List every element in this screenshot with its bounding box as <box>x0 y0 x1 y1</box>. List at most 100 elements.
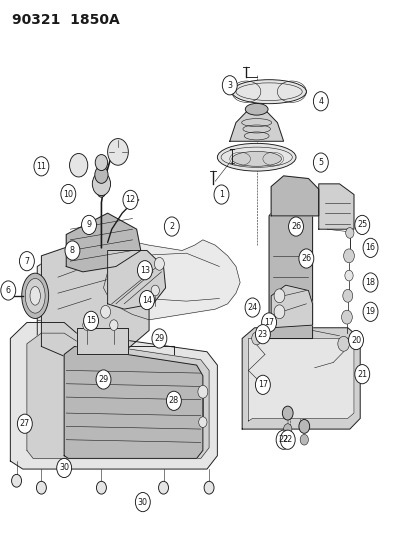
Circle shape <box>244 298 259 317</box>
Circle shape <box>273 289 284 303</box>
Text: 22: 22 <box>282 435 292 444</box>
Text: 7: 7 <box>24 257 29 265</box>
Ellipse shape <box>22 273 49 318</box>
Text: 25: 25 <box>356 221 366 229</box>
Text: 24: 24 <box>247 303 257 312</box>
Text: 9: 9 <box>86 221 91 229</box>
Polygon shape <box>37 256 54 373</box>
Circle shape <box>255 325 270 344</box>
Circle shape <box>166 391 181 410</box>
Circle shape <box>139 290 154 310</box>
Circle shape <box>197 385 207 398</box>
Circle shape <box>288 217 303 236</box>
Text: 22: 22 <box>278 435 288 444</box>
Circle shape <box>299 434 308 445</box>
Text: 30: 30 <box>59 464 69 472</box>
Circle shape <box>65 241 80 260</box>
Polygon shape <box>248 338 353 421</box>
Text: 2: 2 <box>169 222 174 231</box>
Circle shape <box>354 365 369 384</box>
Circle shape <box>151 285 159 296</box>
Text: 6: 6 <box>6 286 11 295</box>
Text: 29: 29 <box>98 375 108 384</box>
Circle shape <box>341 310 351 324</box>
Circle shape <box>1 281 16 300</box>
Text: 13: 13 <box>140 266 150 274</box>
Text: 5: 5 <box>318 158 323 167</box>
Polygon shape <box>271 285 312 328</box>
Text: 14: 14 <box>142 296 152 304</box>
Circle shape <box>342 289 352 302</box>
Circle shape <box>251 332 261 345</box>
Text: 16: 16 <box>365 244 375 252</box>
Circle shape <box>107 139 128 165</box>
Circle shape <box>362 238 377 257</box>
Circle shape <box>261 313 276 332</box>
Text: 4: 4 <box>318 97 323 106</box>
Circle shape <box>298 419 309 433</box>
Circle shape <box>313 153 328 172</box>
Text: 20: 20 <box>350 336 360 344</box>
Text: 17: 17 <box>263 318 273 327</box>
Circle shape <box>100 305 110 318</box>
Circle shape <box>214 185 228 204</box>
Circle shape <box>19 252 34 271</box>
Circle shape <box>95 166 108 183</box>
Circle shape <box>198 417 206 427</box>
Text: 12: 12 <box>125 196 135 204</box>
Ellipse shape <box>244 103 268 115</box>
Circle shape <box>61 184 76 204</box>
Polygon shape <box>318 184 353 229</box>
Text: 90321  1850A: 90321 1850A <box>12 13 120 27</box>
Polygon shape <box>66 213 140 272</box>
Circle shape <box>92 172 110 196</box>
Polygon shape <box>229 109 283 141</box>
Ellipse shape <box>231 80 306 104</box>
Text: 17: 17 <box>257 381 267 389</box>
Text: 26: 26 <box>290 222 300 231</box>
Circle shape <box>337 336 349 351</box>
Circle shape <box>137 261 152 280</box>
Circle shape <box>34 157 49 176</box>
Circle shape <box>283 424 291 434</box>
Circle shape <box>109 320 118 330</box>
Circle shape <box>275 430 290 449</box>
Circle shape <box>298 249 313 268</box>
Circle shape <box>222 76 237 95</box>
Circle shape <box>81 215 96 235</box>
Ellipse shape <box>231 151 281 166</box>
Circle shape <box>69 154 88 177</box>
Circle shape <box>354 215 369 235</box>
Polygon shape <box>10 322 217 469</box>
Text: 29: 29 <box>154 334 164 343</box>
Circle shape <box>164 217 179 236</box>
Polygon shape <box>107 251 165 309</box>
Text: 19: 19 <box>365 308 375 316</box>
Circle shape <box>96 370 111 389</box>
Polygon shape <box>27 333 209 458</box>
Polygon shape <box>271 176 318 216</box>
Polygon shape <box>37 346 173 384</box>
Text: 15: 15 <box>86 317 96 325</box>
Polygon shape <box>103 240 240 320</box>
Circle shape <box>83 320 91 330</box>
Circle shape <box>282 406 292 420</box>
Circle shape <box>97 187 105 197</box>
Circle shape <box>362 273 377 292</box>
Text: 18: 18 <box>365 278 375 287</box>
Circle shape <box>36 481 46 494</box>
Polygon shape <box>41 235 149 357</box>
Polygon shape <box>64 346 202 458</box>
Ellipse shape <box>30 287 40 305</box>
Text: 11: 11 <box>36 162 46 171</box>
Text: 23: 23 <box>257 330 267 338</box>
Circle shape <box>280 430 294 449</box>
Text: 8: 8 <box>70 246 75 255</box>
Circle shape <box>273 305 284 319</box>
Text: 1: 1 <box>218 190 223 199</box>
Polygon shape <box>268 205 312 338</box>
Circle shape <box>135 492 150 512</box>
Polygon shape <box>242 328 359 429</box>
Circle shape <box>12 474 21 487</box>
Circle shape <box>17 414 32 433</box>
